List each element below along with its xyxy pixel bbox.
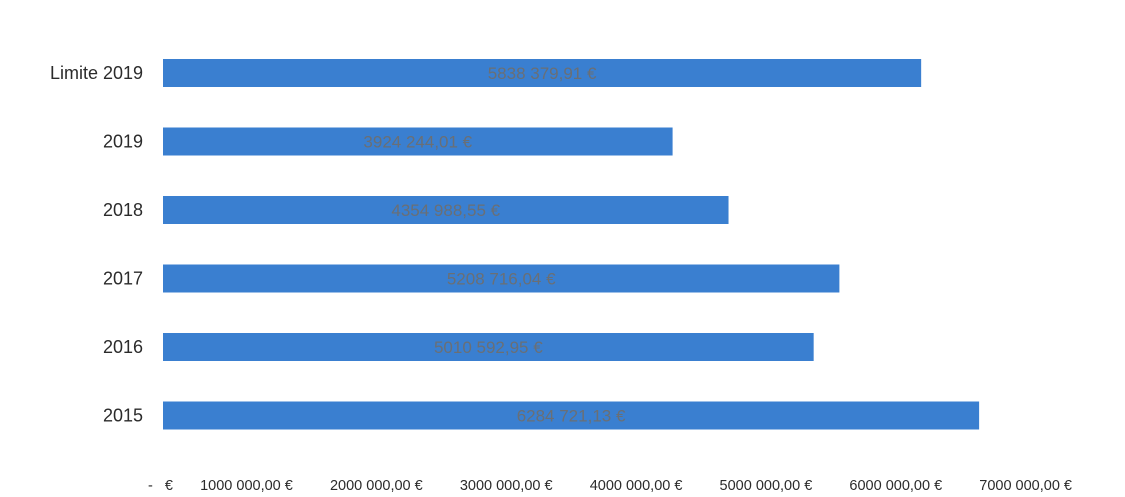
x-tick-label: 6000 000,00 € [849, 478, 942, 494]
x-tick-label: 7000 000,00 € [979, 478, 1072, 494]
x-tick-label: 3000 000,00 € [460, 478, 553, 494]
data-labels-group: 5838 379,91 € 3924 244,01 € 4354 988,55 € 5… [363, 64, 626, 426]
data-label: 5208 716,04 € [447, 270, 556, 289]
x-tick-label: - € [148, 478, 173, 494]
data-label: 3924 244,01 € [363, 133, 472, 152]
data-label: 4354 988,55 € [391, 201, 500, 220]
bars-group [163, 59, 980, 430]
bar-2015 [163, 401, 980, 430]
data-label: 5838 379,91 € [488, 64, 597, 83]
category-label: 2015 [103, 406, 143, 426]
category-label: 2018 [103, 200, 143, 220]
category-label: Limite 2019 [50, 63, 143, 83]
x-tick-label: 1000 000,00 € [200, 478, 293, 494]
bar-2018 [163, 196, 729, 224]
bar-2019 [163, 127, 673, 156]
x-tick-label: 4000 000,00 € [590, 478, 683, 494]
x-tick-label: 5000 000,00 € [720, 478, 813, 494]
category-label: 2019 [103, 132, 143, 152]
data-label: 6284 721,13 € [517, 407, 626, 426]
data-label: 5010 592,95 € [434, 338, 543, 357]
x-axis-tick-labels: - € 1000 000,00 € 2000 000,00 € 3000 000,00… [148, 478, 1072, 494]
category-label: 2017 [103, 269, 143, 289]
bar-2017 [163, 264, 840, 293]
x-tick-label: 2000 000,00 € [330, 478, 423, 494]
bar-limite-2019 [163, 59, 922, 87]
bar-2016 [163, 333, 814, 361]
category-labels-group: Limite 2019 2019 2018 2017 2016 2015 [50, 63, 143, 426]
category-label: 2016 [103, 337, 143, 357]
